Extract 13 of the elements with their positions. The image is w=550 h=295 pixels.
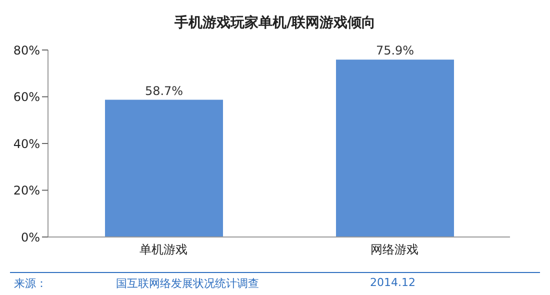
chart-title: 手机游戏玩家单机/联网游戏倾向 (173, 14, 377, 32)
text: 国互联网络发展状况统计调查 (116, 276, 259, 291)
y-tick-label: 40% (13, 136, 40, 151)
y-tick-label: 80% (13, 43, 40, 58)
y-tick-label: 20% (13, 184, 40, 198)
y-tick-label: 60% (13, 90, 40, 104)
data-label: 75.9% (376, 44, 414, 58)
y-tick-label: 0% (20, 230, 40, 244)
x-tick-label: 单机游戏 (140, 242, 188, 257)
text: 2014.12 (370, 276, 416, 289)
data-label: 58.7% (144, 84, 184, 98)
x-tick-label: 网络游戏 (370, 242, 418, 257)
source-note: 来源： (14, 276, 47, 291)
